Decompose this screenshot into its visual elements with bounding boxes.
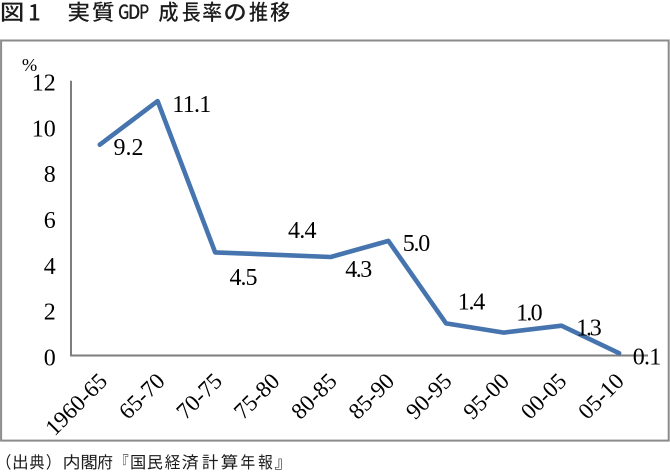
svg-text:4: 4 xyxy=(44,254,56,280)
svg-text:1.0: 1.0 xyxy=(516,300,543,326)
svg-text:4.3: 4.3 xyxy=(345,257,372,283)
svg-text:5.0: 5.0 xyxy=(403,231,431,257)
svg-text:%: % xyxy=(22,55,37,75)
svg-text:0: 0 xyxy=(44,346,56,372)
svg-text:4.5: 4.5 xyxy=(230,265,258,291)
svg-text:0.1: 0.1 xyxy=(633,344,662,370)
svg-text:9.2: 9.2 xyxy=(114,135,144,161)
svg-text:8: 8 xyxy=(44,162,56,188)
svg-text:12: 12 xyxy=(32,71,56,97)
svg-text:1.4: 1.4 xyxy=(458,290,486,316)
svg-text:1.3: 1.3 xyxy=(576,316,602,342)
svg-text:2: 2 xyxy=(44,300,56,326)
svg-text:11.1: 11.1 xyxy=(172,92,211,118)
svg-text:4.4: 4.4 xyxy=(288,218,317,244)
svg-text:6: 6 xyxy=(44,208,56,234)
svg-text:10: 10 xyxy=(32,116,56,142)
